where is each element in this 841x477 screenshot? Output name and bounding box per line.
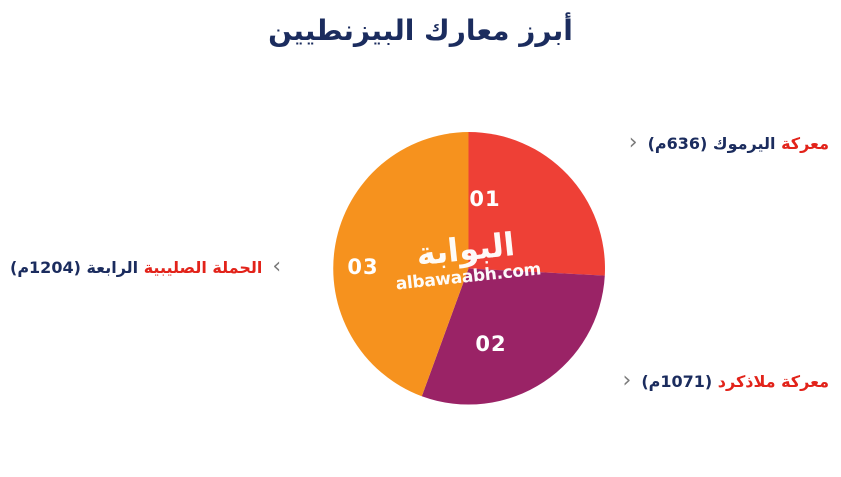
pie-callout-label-03-accent: الحملة الصليبية: [143, 257, 263, 277]
pie-callout-label-01-accent: معركة: [781, 133, 829, 153]
chevron-left-icon: ‹: [622, 368, 632, 393]
pie-callout-label-02-detail: (1071م): [641, 371, 713, 391]
pie-callout-label-03[interactable]: الحملة الصليبية الرابعة (1204م) ›: [10, 256, 281, 278]
pie-slice-number-03: 03: [347, 255, 379, 279]
pie-callout-label-01-detail: اليرموك (636م): [647, 133, 776, 153]
chevron-right-icon: ›: [272, 254, 282, 279]
pie-slice-01[interactable]: [468, 132, 605, 276]
pie-chart-svg: [333, 132, 605, 405]
pie-slice-03[interactable]: [333, 132, 469, 397]
pie-callout-label-03-detail: الرابعة (1204م): [10, 257, 139, 277]
pie-callout-label-02-text: معركة ملاذكرد (1071م): [641, 372, 829, 391]
pie-slice-02[interactable]: [421, 268, 605, 405]
pie-callout-label-01[interactable]: معركة اليرموك (636م) ‹: [629, 132, 829, 154]
pie-callout-label-01-text: معركة اليرموك (636م): [648, 134, 829, 153]
pie-slice-number-02: 02: [475, 332, 507, 356]
page-title: أبرز معارك البيزنطيين: [268, 14, 573, 47]
pie-callout-label-03-text: الحملة الصليبية الرابعة (1204م): [10, 258, 262, 277]
chevron-left-icon: ‹: [628, 130, 638, 155]
pie-callout-label-02[interactable]: معركة ملاذكرد (1071م) ‹: [623, 370, 829, 392]
pie-chart: [332, 132, 605, 405]
pie-callout-label-02-accent: معركة ملاذكرد: [717, 371, 829, 391]
pie-slice-number-01: 01: [469, 187, 501, 211]
